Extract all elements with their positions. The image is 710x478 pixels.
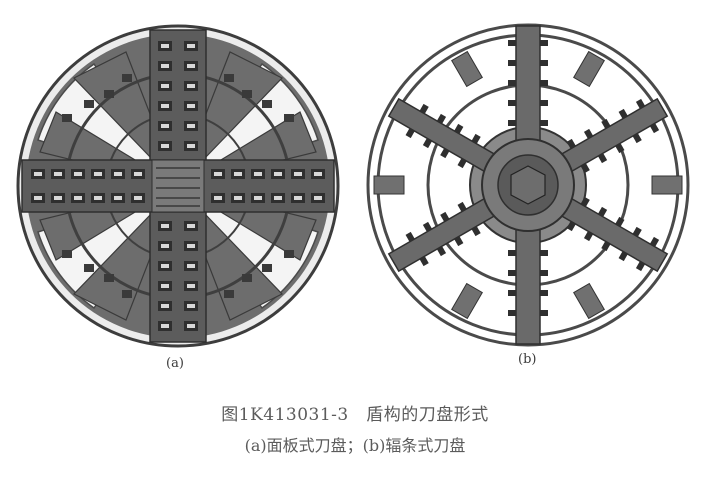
- cutterhead-panel-a: [16, 24, 340, 348]
- cutterhead-panel-b: [366, 23, 690, 347]
- panel-a-label: (a): [166, 356, 184, 371]
- figure-caption-subtitle: (a)面板式刀盘；(b)辐条式刀盘: [244, 436, 466, 455]
- panel-b-label: (b): [518, 352, 537, 367]
- figure-caption-title: 图1K413031-3 盾构的刀盘形式: [221, 405, 489, 425]
